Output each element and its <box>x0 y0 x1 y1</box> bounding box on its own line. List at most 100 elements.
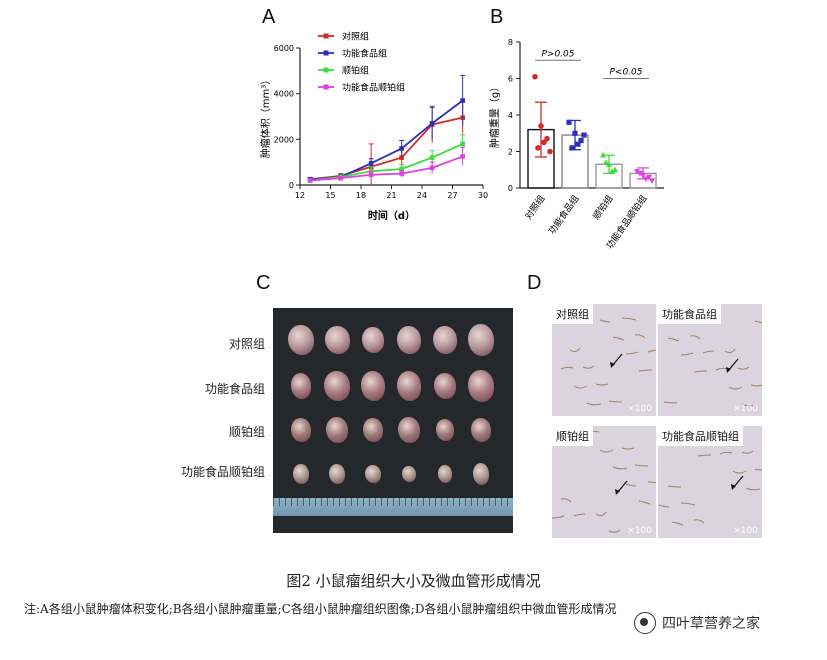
data-point <box>643 176 649 183</box>
figure-caption: 图2 小鼠瘤组织大小及微血管形成情况 <box>286 572 541 590</box>
data-point <box>640 172 646 179</box>
arrow-head <box>615 489 620 495</box>
vessel-stain <box>724 348 736 354</box>
legend-marker <box>323 67 329 73</box>
data-point <box>600 151 606 158</box>
ruler <box>273 498 513 516</box>
tumor-specimen <box>468 324 494 356</box>
tumor-specimen <box>324 326 350 354</box>
watermark-text: 四叶草营养之家 <box>662 616 760 632</box>
vessel-stain <box>680 352 694 356</box>
y-tick-label: 6 <box>508 75 513 84</box>
x-tick-label: 30 <box>478 191 488 200</box>
vessel-stain <box>569 347 581 353</box>
y-axis-label: 肿瘤体积（mm³） <box>259 75 272 159</box>
magnification-label: ×100 <box>733 526 758 536</box>
data-point <box>368 172 374 178</box>
ihc-image-functional-food: 功能食品组 ×100 <box>658 304 762 416</box>
x-tick-label: 27 <box>447 191 457 200</box>
x-axis-label: 时间（d） <box>368 209 415 222</box>
data-point <box>399 155 404 160</box>
vessel-stain <box>750 384 762 387</box>
arrow-head <box>731 484 736 490</box>
vessel-stain <box>608 400 623 403</box>
y-tick-label: 4000 <box>274 90 294 99</box>
vessel-stain <box>741 450 754 454</box>
data-point <box>460 141 465 147</box>
tumor-volume-line-chart: 0 2000 4000 6000 12 15 18 21 24 27 30 时间（d） 肿瘤体积（mm³… <box>259 31 488 223</box>
data-point <box>429 121 435 126</box>
vessel-stain <box>663 401 678 404</box>
tumor-specimen <box>473 463 489 485</box>
tumor-specimen <box>288 325 314 355</box>
ihc-label: 顺铂组 <box>552 426 593 446</box>
arrow-head <box>726 367 731 373</box>
data-point <box>541 139 547 146</box>
x-tick-label: 24 <box>417 191 427 200</box>
panel-d-letter: D <box>527 272 542 294</box>
data-point <box>634 169 640 175</box>
data-point <box>399 171 404 176</box>
legend-marker <box>323 84 329 90</box>
series-line <box>310 155 463 182</box>
significance-label: P<0.05 <box>609 68 642 78</box>
tumor-specimen <box>468 370 494 402</box>
legend-label: 顺铂组 <box>342 65 369 77</box>
vessel-stain <box>634 334 646 339</box>
vessel-stain <box>754 320 762 324</box>
tumor-specimen <box>365 465 381 483</box>
tumor-specimen <box>471 418 491 442</box>
vessel-stain <box>560 366 574 370</box>
vessel-stain <box>754 468 762 471</box>
vessel-stain <box>693 519 705 524</box>
tumor-specimen <box>402 466 416 482</box>
series-line <box>310 143 464 182</box>
vessel-stain <box>741 403 757 407</box>
y-tick-label: 2000 <box>274 135 294 144</box>
magnification-label: ×100 <box>627 404 652 414</box>
vessel-stain <box>621 317 637 321</box>
data-point <box>637 171 643 177</box>
series-3 <box>307 146 466 183</box>
tumor-specimen <box>291 373 311 399</box>
tumor-specimen <box>398 417 420 443</box>
tumor-specimen <box>433 326 457 354</box>
data-point <box>581 132 587 138</box>
vessel-stain <box>625 483 637 487</box>
panel-b-letter: B <box>490 6 504 28</box>
vessel-stain <box>667 485 682 488</box>
x-tick-label: 功能食品组 <box>546 193 582 237</box>
y-tick-label: 0 <box>508 184 513 193</box>
vessel-stain <box>599 449 614 453</box>
panel-a-letter: A <box>262 6 276 28</box>
vessel-stain <box>667 337 680 342</box>
vessel-stain <box>693 370 708 373</box>
vessel-stain <box>719 451 733 455</box>
vessel-stain <box>573 513 586 517</box>
tumor-specimen <box>361 371 385 401</box>
x-tick-label: 18 <box>356 191 366 200</box>
data-point <box>460 154 465 159</box>
vessel-stain <box>638 500 651 505</box>
row-label-control: 对照组 <box>228 337 265 351</box>
tumor-specimen <box>293 464 309 484</box>
x-tick-label: 21 <box>386 191 396 200</box>
tumor-specimen <box>434 373 456 399</box>
series-0 <box>307 101 466 185</box>
vessel-stain <box>647 481 656 484</box>
data-point <box>535 145 541 151</box>
y-tick-label: 2 <box>508 148 513 157</box>
series-line <box>310 99 464 181</box>
watermark: 四叶草营养之家 <box>634 612 760 634</box>
vessel-stain <box>715 367 729 371</box>
tumor-specimen <box>291 418 311 442</box>
vessel-stain <box>634 464 649 467</box>
vessel-stain <box>689 335 701 340</box>
vessel-stain <box>658 504 670 508</box>
vessel-stain <box>680 502 696 506</box>
row-label-functional-food: 功能食品组 <box>204 382 265 396</box>
x-tick-label: 12 <box>295 191 305 200</box>
vessel-stain <box>737 366 750 370</box>
vessel-stain <box>638 369 653 372</box>
vessel-stain <box>702 350 715 354</box>
